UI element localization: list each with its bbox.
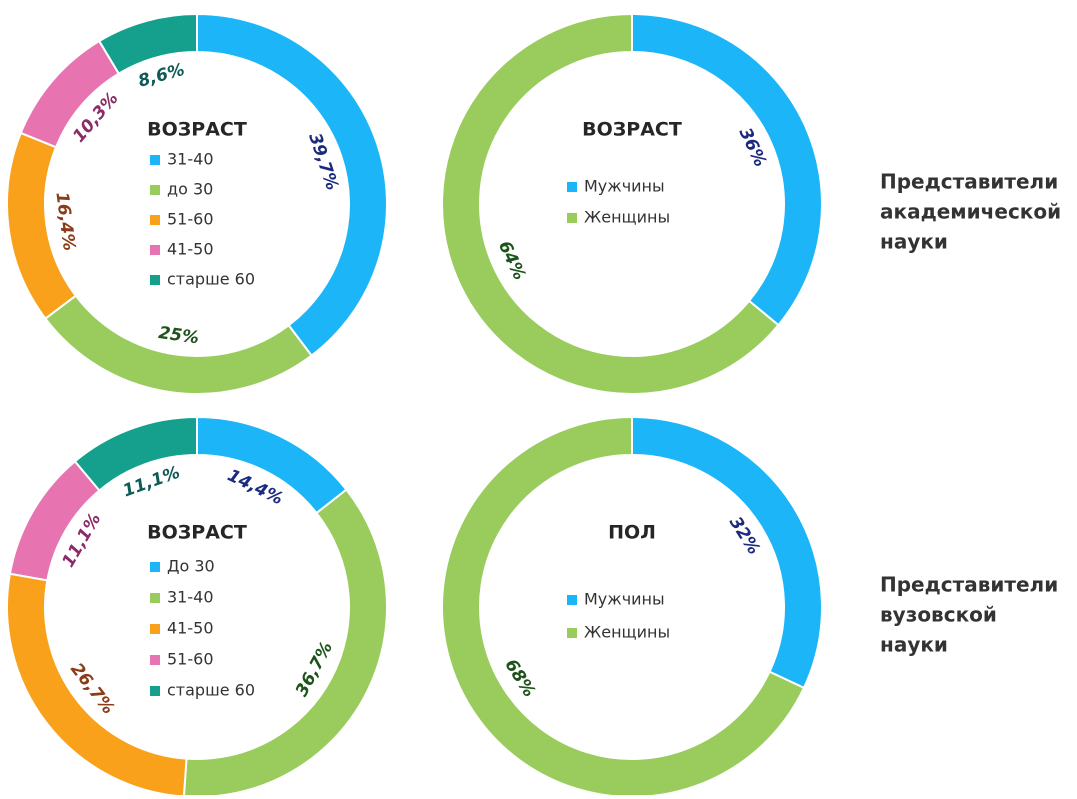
legend-label: старше 60 — [167, 270, 255, 289]
row-label: Представители — [880, 170, 1058, 194]
row-label: вузовской — [880, 603, 997, 627]
legend-label: до 30 — [167, 180, 213, 199]
donut-segment — [631, 12, 823, 327]
data-label: 8,6% — [136, 60, 187, 92]
legend-label: 31-40 — [167, 150, 214, 169]
legend-swatch — [150, 155, 160, 165]
legend-swatch — [567, 182, 577, 192]
legend-swatch — [150, 593, 160, 603]
row-label: науки — [880, 230, 948, 254]
legend-swatch — [567, 213, 577, 223]
legend-swatch — [150, 215, 160, 225]
legend-swatch — [567, 595, 577, 605]
legend-swatch — [150, 185, 160, 195]
chart-title: ВОЗРАСТ — [147, 522, 247, 544]
legend-swatch — [150, 245, 160, 255]
data-label: 16,4% — [51, 191, 79, 252]
legend-label: Женщины — [584, 623, 670, 642]
donut-segment — [441, 12, 780, 395]
chart-title: ПОЛ — [608, 522, 656, 544]
legend-label: 31-40 — [167, 588, 214, 607]
legend-label: До 30 — [167, 557, 215, 576]
legend-swatch — [150, 655, 160, 665]
donut-segment — [97, 12, 198, 76]
row-label: науки — [880, 633, 948, 657]
donut-segment — [73, 415, 198, 492]
legend-label: Женщины — [584, 208, 670, 227]
donut-segment — [441, 415, 806, 798]
legend-label: Мужчины — [584, 590, 665, 609]
chart-title: ВОЗРАСТ — [582, 119, 682, 141]
legend-swatch — [150, 686, 160, 696]
legend-swatch — [150, 275, 160, 285]
legend-swatch — [150, 562, 160, 572]
data-label: 25% — [157, 323, 200, 348]
donut-segment — [631, 415, 823, 690]
legend-label: старше 60 — [167, 681, 255, 700]
chart-title: ВОЗРАСТ — [147, 119, 247, 141]
row-label: академической — [880, 200, 1061, 224]
legend-label: 51-60 — [167, 650, 214, 669]
legend-label: Мужчины — [584, 177, 665, 196]
legend-swatch — [567, 628, 577, 638]
legend-label: 51-60 — [167, 210, 214, 229]
row-label: Представители — [880, 573, 1058, 597]
donut-segment — [196, 12, 388, 357]
legend-swatch — [150, 624, 160, 634]
legend-label: 41-50 — [167, 619, 214, 638]
legend-label: 41-50 — [167, 240, 214, 259]
